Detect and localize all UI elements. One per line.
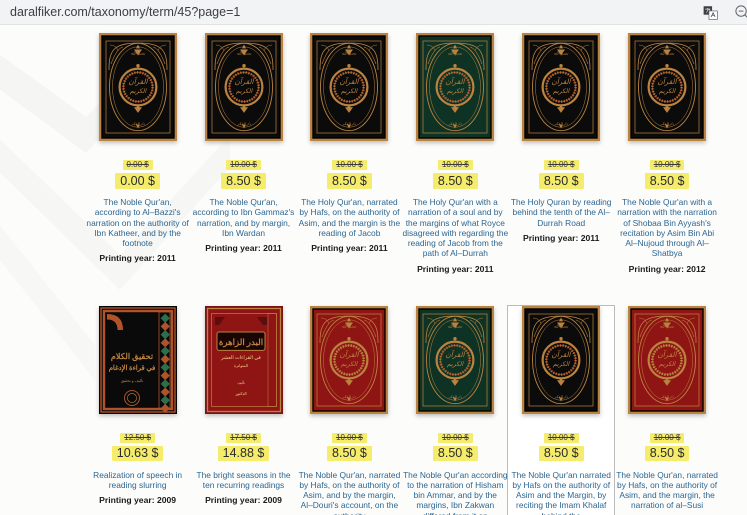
svg-text:الكريم: الكريم bbox=[447, 361, 465, 368]
svg-text:القرآن: القرآن bbox=[340, 77, 360, 86]
svg-text:تحقيق الكلام: تحقيق الكلام bbox=[110, 352, 153, 362]
svg-text:الكريم: الكريم bbox=[447, 88, 465, 95]
svg-text:الكريم: الكريم bbox=[129, 88, 147, 95]
svg-text:تأليف: تأليف bbox=[237, 380, 245, 385]
svg-text:الكريم: الكريم bbox=[553, 88, 571, 95]
svg-text:بسم الله: بسم الله bbox=[342, 51, 357, 56]
svg-text:بسم الله: بسم الله bbox=[660, 51, 675, 56]
svg-text:القرآن: القرآن bbox=[446, 77, 466, 86]
svg-text:في القراءات العشر: في القراءات العشر bbox=[220, 355, 261, 361]
svg-text:دار الفكر: دار الفكر bbox=[448, 394, 463, 398]
svg-text:الكريم: الكريم bbox=[659, 88, 677, 95]
svg-text:بسم الله: بسم الله bbox=[448, 323, 463, 328]
svg-text:المتواترة: المتواترة bbox=[233, 363, 247, 368]
svg-text:بسم الله: بسم الله bbox=[660, 323, 675, 328]
svg-text:القرآن: القرآن bbox=[552, 77, 572, 86]
svg-text:دار الفكر: دار الفكر bbox=[130, 122, 145, 126]
svg-text:القرآن: القرآن bbox=[658, 77, 678, 86]
svg-text:دار الفكر: دار الفكر bbox=[236, 122, 251, 126]
svg-text:الكريم: الكريم bbox=[341, 88, 359, 95]
svg-text:القرآن: القرآن bbox=[552, 350, 572, 359]
svg-text:القرآن: القرآن bbox=[234, 77, 254, 86]
svg-text:القرآن: القرآن bbox=[340, 350, 360, 359]
svg-text:دار الفكر: دار الفكر bbox=[553, 394, 568, 398]
svg-text:بسم الله: بسم الله bbox=[554, 323, 569, 328]
svg-text:الكريم: الكريم bbox=[341, 361, 359, 368]
svg-text:دار الفكر: دار الفكر bbox=[659, 122, 674, 126]
svg-text:بسم الله: بسم الله bbox=[130, 51, 145, 56]
svg-text:دار الفكر: دار الفكر bbox=[448, 122, 463, 126]
svg-text:الدكتور: الدكتور bbox=[234, 391, 246, 396]
svg-text:البدر الزاهرة: البدر الزاهرة bbox=[218, 337, 262, 348]
svg-text:الكريم: الكريم bbox=[235, 88, 253, 95]
svg-text:دار الفكر: دار الفكر bbox=[553, 122, 568, 126]
svg-text:بسم الله: بسم الله bbox=[236, 51, 251, 56]
svg-text:القرآن: القرآن bbox=[446, 350, 466, 359]
svg-text:في قراءة الإدغام: في قراءة الإدغام bbox=[108, 364, 155, 373]
svg-text:بسم الله: بسم الله bbox=[448, 51, 463, 56]
svg-text:القرآن: القرآن bbox=[128, 77, 148, 86]
svg-text:دار الفكر: دار الفكر bbox=[342, 122, 357, 126]
svg-text:دار الفكر: دار الفكر bbox=[342, 394, 357, 398]
svg-text:الكريم: الكريم bbox=[553, 361, 571, 368]
svg-text:بسم الله: بسم الله bbox=[342, 323, 357, 328]
svg-text:بسم الله: بسم الله bbox=[554, 51, 569, 56]
svg-text:القرآن: القرآن bbox=[658, 350, 678, 359]
svg-text:الكريم: الكريم bbox=[659, 361, 677, 368]
svg-text:دار الفكر: دار الفكر bbox=[659, 394, 674, 398]
